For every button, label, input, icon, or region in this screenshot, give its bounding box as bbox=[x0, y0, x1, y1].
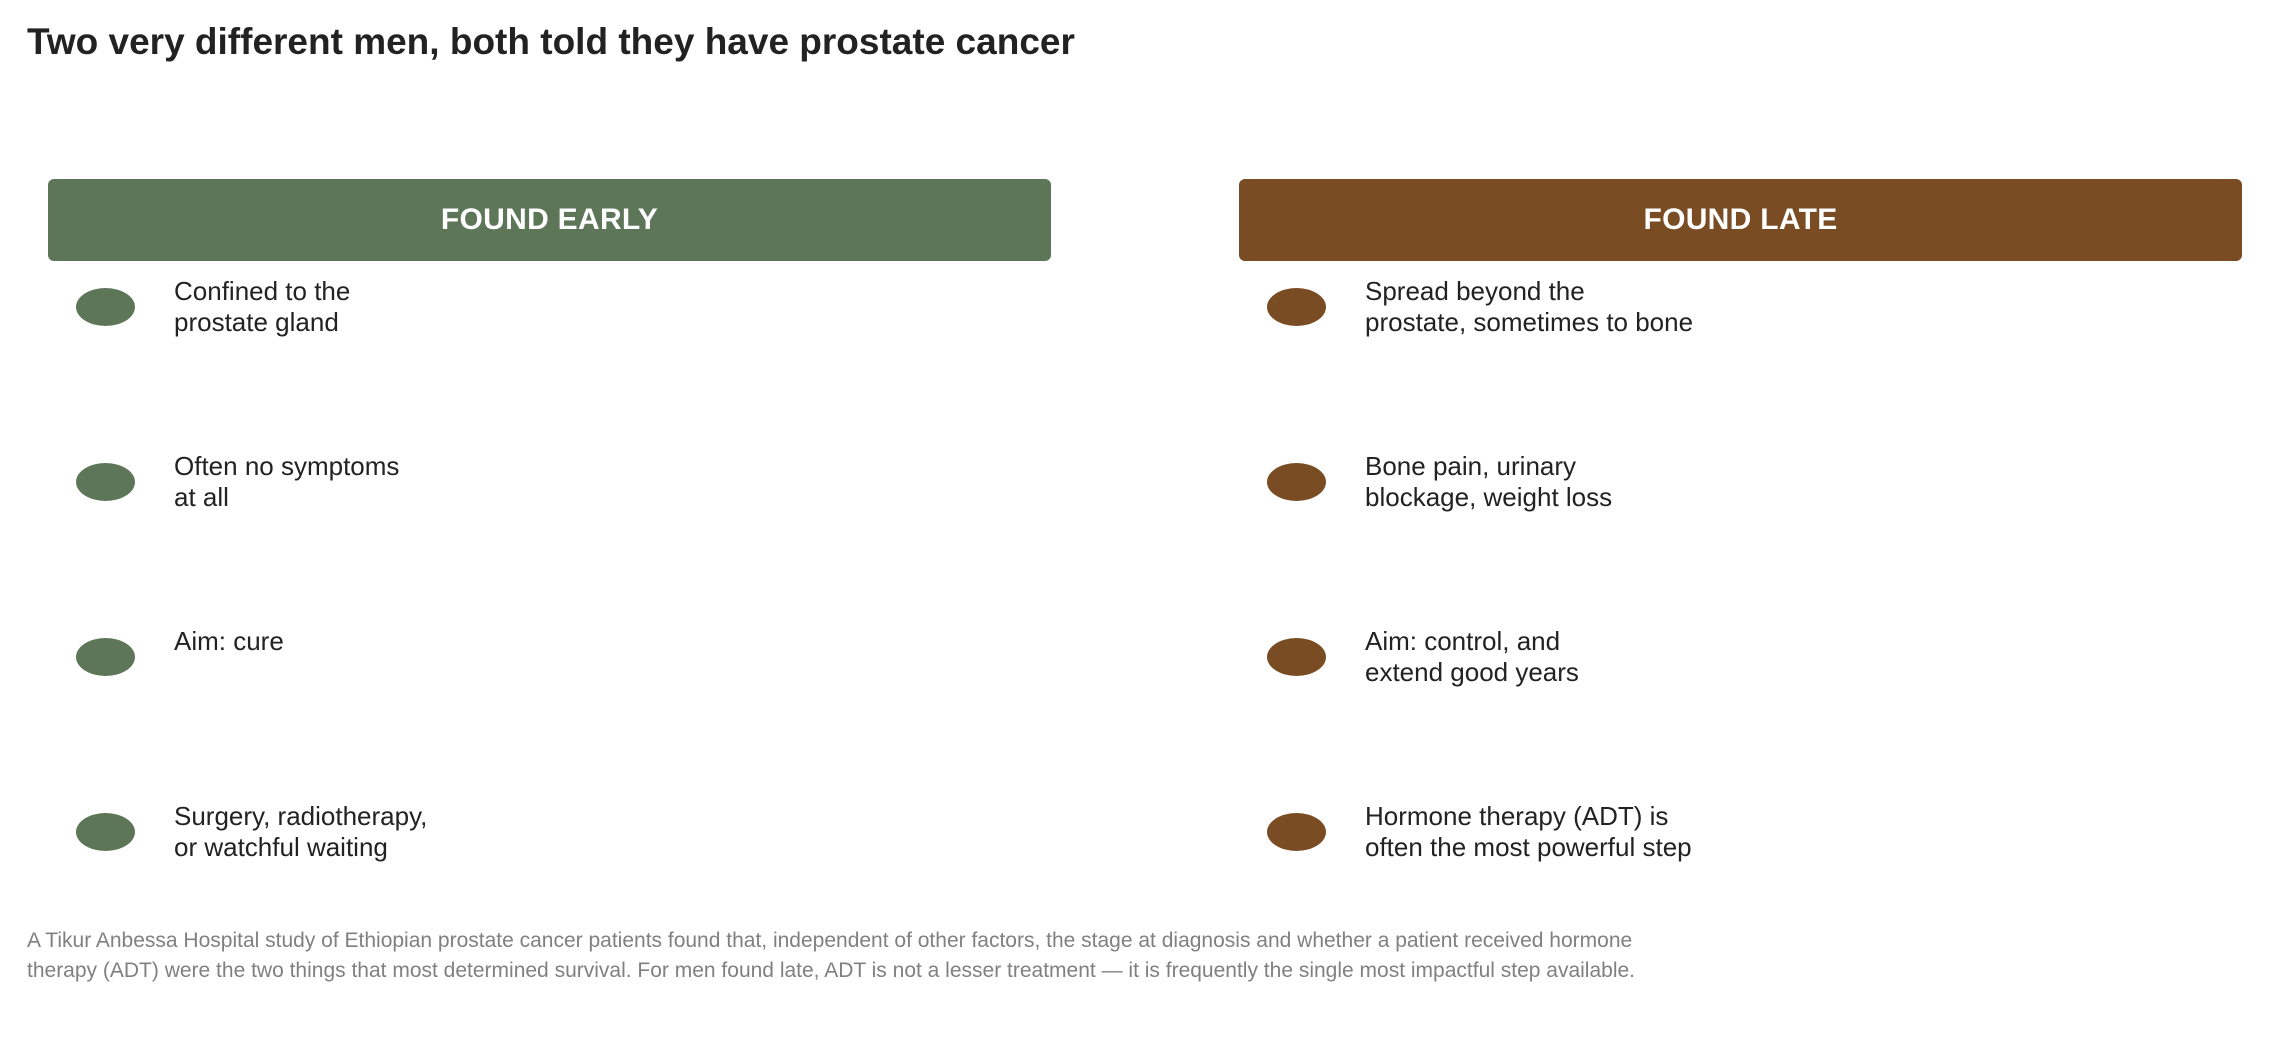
bullet-dot-icon bbox=[76, 813, 135, 851]
footnote: A Tikur Anbessa Hospital study of Ethiop… bbox=[27, 929, 1635, 982]
bullet-dot-icon bbox=[76, 638, 135, 676]
list-item-text: Often no symptoms at all bbox=[174, 451, 400, 512]
bullet-dot-icon bbox=[1267, 288, 1326, 326]
list-item: Spread beyond the prostate, sometimes to… bbox=[1239, 261, 2242, 351]
bullet-dot-icon bbox=[1267, 813, 1326, 851]
list-item-text: Aim: control, and extend good years bbox=[1365, 626, 1579, 687]
list-item-text: Hormone therapy (ADT) is often the most … bbox=[1365, 801, 1692, 862]
bullet-dot-icon bbox=[76, 463, 135, 501]
list-item: Often no symptoms at all bbox=[48, 436, 1051, 526]
list-item-text: Surgery, radiotherapy, or watchful waiti… bbox=[174, 801, 428, 862]
page-title: Two very different men, both told they h… bbox=[27, 21, 1075, 62]
list-item-text: Confined to the prostate gland bbox=[174, 276, 351, 337]
list-item-text: Bone pain, urinary blockage, weight loss bbox=[1365, 451, 1613, 512]
bullet-dot-icon bbox=[1267, 463, 1326, 501]
list-item-text: Aim: cure bbox=[174, 626, 284, 656]
column-found-early: FOUND EARLY Confined to the prostate gla… bbox=[48, 179, 1051, 919]
list-item-text: Spread beyond the prostate, sometimes to… bbox=[1365, 276, 1694, 337]
list-item: Aim: cure bbox=[48, 611, 1051, 701]
column-header-found-late: FOUND LATE bbox=[1239, 179, 2242, 261]
column-found-late: FOUND LATE Spread beyond the prostate, s… bbox=[1239, 179, 2242, 919]
list-item: Aim: control, and extend good years bbox=[1239, 611, 2242, 701]
list-item: Surgery, radiotherapy, or watchful waiti… bbox=[48, 786, 1051, 876]
bullet-dot-icon bbox=[76, 288, 135, 326]
column-header-found-early: FOUND EARLY bbox=[48, 179, 1051, 261]
list-item: Confined to the prostate gland bbox=[48, 261, 1051, 351]
list-item: Bone pain, urinary blockage, weight loss bbox=[1239, 436, 2242, 526]
bullet-dot-icon bbox=[1267, 638, 1326, 676]
list-item: Hormone therapy (ADT) is often the most … bbox=[1239, 786, 2242, 876]
